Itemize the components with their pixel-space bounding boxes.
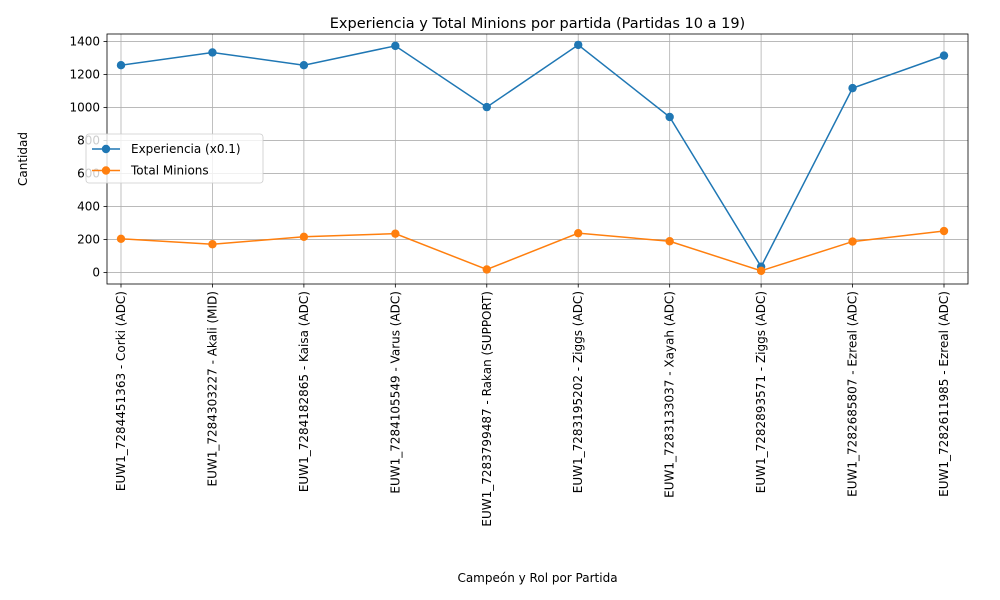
x-tick-label: EUW1_7284182865 - Kaisa (ADC)	[297, 291, 311, 492]
legend-swatch-marker	[101, 166, 111, 175]
legend-label: Total Minions	[130, 164, 209, 178]
series-2-point	[116, 234, 126, 243]
x-tick-label: EUW1_7283799487 - Rakan (SUPPORT)	[480, 291, 494, 527]
series-2-point	[756, 266, 766, 275]
series-2-point	[939, 226, 949, 236]
x-tick-label: EUW1_7282611985 - Ezreal (ADC)	[937, 291, 951, 497]
y-tick-label: 1400	[69, 34, 100, 48]
x-tick-label: EUW1_7284303227 - Akali (MID)	[205, 291, 219, 486]
series-1-point	[116, 60, 126, 70]
x-tick-label: EUW1_7282685807 - Ezreal (ADC)	[846, 291, 860, 497]
y-tick-label: 400	[77, 199, 100, 213]
series-1-point	[391, 41, 400, 51]
x-axis-label: Campeón y Rol por Partida	[457, 571, 617, 585]
legend: Experiencia (x0.1) Total Minions	[85, 133, 264, 184]
series-2-point	[574, 228, 583, 238]
x-tick-label: EUW1_7284105549 - Varus (ADC)	[388, 291, 402, 494]
x-tick-label: EUW1_7282893571 - Ziggs (ADC)	[754, 291, 768, 493]
x-tick-label: EUW1_7283195202 - Ziggs (ADC)	[571, 291, 585, 493]
y-axis-label: Cantidad	[16, 132, 30, 186]
x-axis: EUW1_7284451363 - Corki (ADC) EUW1_728430…	[114, 284, 951, 527]
series-1-point	[665, 112, 674, 122]
legend-label: Experiencia (x0.1)	[131, 142, 241, 156]
series-2-point	[482, 265, 491, 274]
y-tick-label: 200	[77, 232, 100, 246]
series-2-point	[665, 237, 674, 246]
series-1-point	[299, 60, 309, 70]
y-tick-label: 1000	[69, 100, 100, 114]
y-tick-label: 1200	[69, 67, 100, 81]
series-2-point	[391, 229, 400, 238]
legend-box	[85, 133, 264, 184]
series-line-1	[120, 43, 945, 269]
series-1-point	[574, 40, 583, 50]
x-tick-label: EUW1_7284451363 - Corki (ADC)	[114, 291, 128, 491]
series-2-point	[848, 237, 857, 246]
chart-title: Experiencia y Total Minions por partida …	[330, 16, 745, 32]
legend-swatch-marker	[101, 144, 111, 154]
series-1-point	[482, 102, 491, 112]
series-2-point	[299, 232, 309, 242]
series-1-point	[939, 51, 949, 60]
series-1-point	[208, 48, 217, 57]
series-line-2	[120, 230, 945, 272]
series-1-point	[848, 83, 857, 93]
x-tick-label: EUW1_7283133037 - Xayah (ADC)	[663, 291, 677, 498]
series-2-point	[208, 240, 217, 249]
series-layer	[116, 40, 949, 275]
y-tick-label: 0	[92, 265, 100, 279]
